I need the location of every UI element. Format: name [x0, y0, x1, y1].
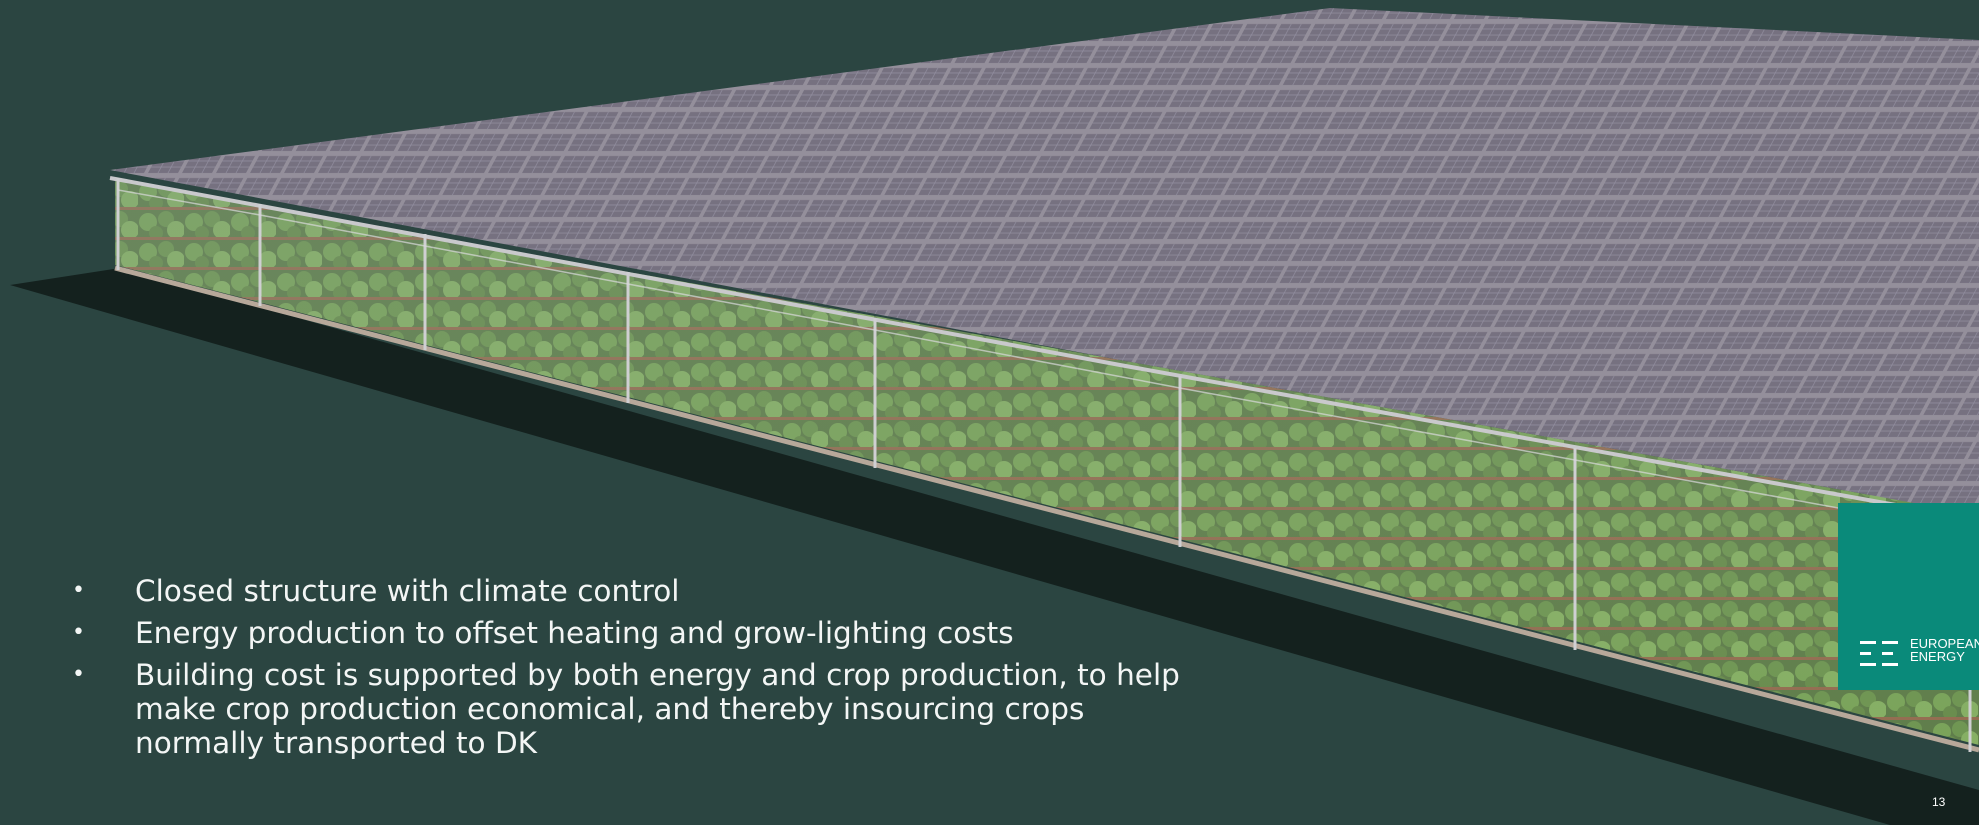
bullet-dot: • [72, 662, 85, 687]
bullet-text: Building cost is supported by both energ… [135, 658, 1180, 760]
bullet-text: Energy production to offset heating and … [135, 616, 1014, 650]
bullet-dot: • [72, 620, 85, 645]
bullet-item: • Building cost is supported by both ene… [70, 658, 1210, 760]
bullet-list: • Closed structure with climate control … [70, 574, 1210, 768]
european-energy-logo: EUROPEAN ENERGY [1838, 503, 1979, 690]
bullet-item: • Closed structure with climate control [70, 574, 1210, 608]
bullet-dot: • [72, 578, 85, 603]
bullet-text: Closed structure with climate control [135, 574, 680, 608]
logo-mark-icon [1860, 641, 1898, 666]
logo-line-2: ENERGY [1910, 649, 1965, 664]
bullet-item: • Energy production to offset heating an… [70, 616, 1210, 650]
logo-line-1: EUROPEAN [1910, 636, 1979, 651]
logo-text: EUROPEAN ENERGY [1910, 637, 1979, 663]
page-number: 13 [1932, 795, 1946, 809]
